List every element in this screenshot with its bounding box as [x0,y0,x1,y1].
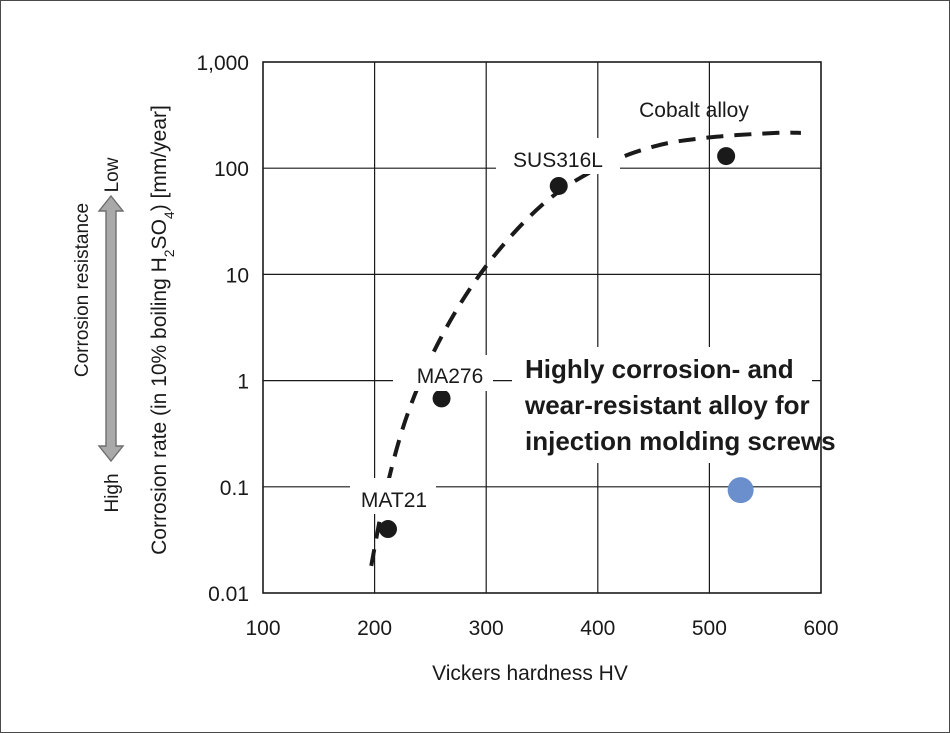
trend-curve [369,130,801,567]
callout-line-1: Highly corrosion- and [525,354,794,384]
resistance-indicator: Corrosion resistance Low High [72,157,125,513]
point-label: MA276 [417,365,484,388]
y-axis-title: Corrosion rate (in 10% boiling H2SO4) [m… [148,105,177,555]
y-tick-label: 100 [214,158,249,181]
x-tick-label: 100 [245,617,280,640]
plot-area-border [262,61,822,594]
y-tick-label: 0.01 [208,583,249,606]
point-label: SUS316L [513,149,603,172]
callout-text: Highly corrosion- and wear-resistant all… [524,354,836,456]
data-point [549,176,568,195]
x-tick-label: 400 [580,617,615,640]
resistance-high-label: High [102,473,123,512]
highlight-point [727,477,754,504]
resistance-axis-title: Corrosion resistance [72,203,93,377]
label-background [496,138,620,174]
y-tick-label: 0.1 [220,477,249,500]
point-labels: MAT21 MA276 SUS316L Cobalt alloy [350,99,812,514]
y-tick-labels: 0.01 0.1 1 10 100 1,000 [196,52,249,606]
y-tick-label: 1,000 [196,52,249,75]
x-tick-labels: 100 200 300 400 500 600 [245,617,838,640]
resistance-low-label: Low [102,157,123,192]
point-label: MAT21 [361,489,427,512]
label-background [393,355,493,391]
data-point [717,147,736,166]
y-tick-label: 1 [237,371,249,394]
double-arrow-icon [97,194,125,463]
callout-line-2: wear-resistant alloy for [524,390,810,420]
point-label: Cobalt alloy [639,99,749,122]
x-tick-label: 600 [803,617,838,640]
callout-line-3: injection molding screws [525,426,836,456]
label-background [350,478,436,514]
x-tick-label: 300 [469,617,504,640]
x-tick-label: 200 [357,617,392,640]
y-tick-label: 10 [226,264,249,287]
x-tick-label: 500 [692,617,727,640]
callout-background [512,347,812,463]
data-point [432,389,451,408]
data-point [378,520,397,539]
data-points [378,147,736,539]
x-axis-title: Vickers hardness HV [432,662,628,685]
